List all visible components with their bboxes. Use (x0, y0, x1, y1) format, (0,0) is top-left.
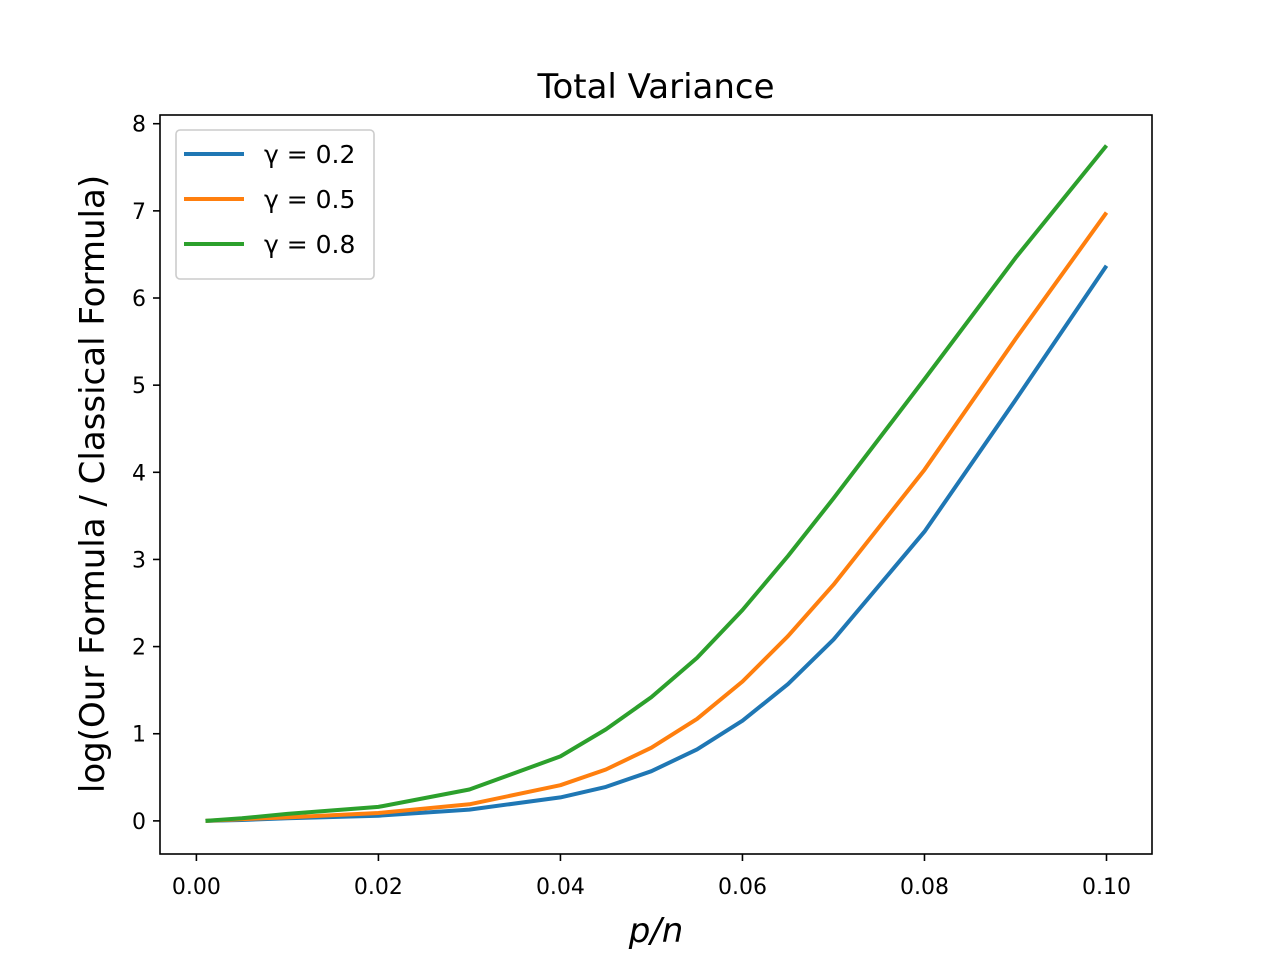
y-tick-label: 0 (132, 810, 146, 835)
y-tick-label: 8 (132, 113, 146, 138)
y-axis-label: log(Our Formula / Classical Formula) (73, 175, 113, 793)
x-tick-label: 0.10 (1082, 875, 1131, 900)
x-axis-label: p/n (628, 911, 684, 951)
x-tick-label: 0.00 (172, 875, 221, 900)
chart-title: Total Variance (536, 67, 774, 107)
legend-box (175, 129, 375, 280)
plot-lines (205, 144, 1109, 823)
y-tick-label: 2 (132, 636, 146, 661)
x-tick-label: 0.02 (354, 875, 403, 900)
x-axis-ticks: 0.00 0.02 0.04 0.06 0.08 0.10 (172, 854, 1131, 900)
legend-label-2: γ = 0.5 (264, 185, 355, 214)
y-tick-label: 3 (132, 548, 146, 573)
legend-label-1: γ = 0.2 (264, 140, 355, 169)
x-tick-label: 0.08 (900, 875, 949, 900)
plot-area-frame (159, 114, 1153, 855)
series-line-2 (205, 211, 1109, 823)
x-tick-label: 0.06 (718, 875, 767, 900)
y-tick-label: 4 (132, 461, 146, 486)
y-tick-label: 1 (132, 723, 146, 748)
y-axis-ticks: 0 1 2 3 4 5 6 7 8 (132, 113, 160, 835)
series-line-3 (205, 144, 1109, 823)
legend-label-3: γ = 0.8 (264, 230, 355, 259)
legend: γ = 0.2 γ = 0.5 γ = 0.8 (175, 129, 375, 280)
y-tick-label: 6 (132, 287, 146, 312)
y-tick-label: 5 (132, 374, 146, 399)
y-tick-label: 7 (132, 200, 146, 225)
x-tick-label: 0.04 (536, 875, 585, 900)
